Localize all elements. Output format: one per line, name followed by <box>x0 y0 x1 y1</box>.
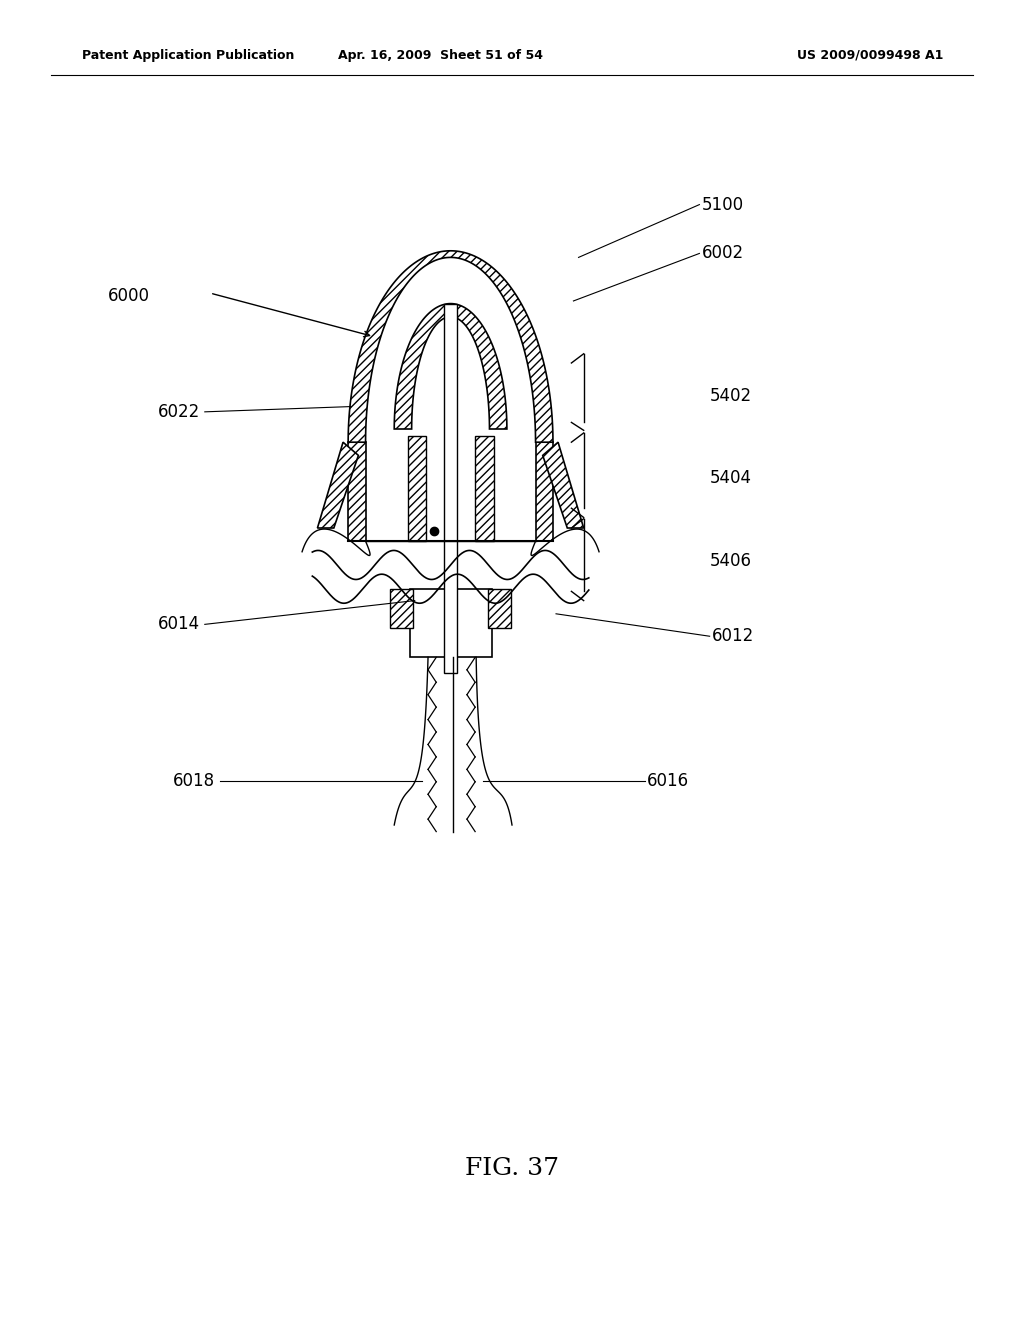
Text: 6016: 6016 <box>647 772 689 791</box>
Text: 6000: 6000 <box>108 286 150 305</box>
Polygon shape <box>348 251 553 442</box>
Text: US 2009/0099498 A1: US 2009/0099498 A1 <box>798 49 943 62</box>
Bar <box>410 589 492 657</box>
Bar <box>390 589 413 628</box>
Bar <box>444 304 457 673</box>
Polygon shape <box>394 304 507 429</box>
Polygon shape <box>543 442 584 528</box>
Text: 5406: 5406 <box>710 552 752 570</box>
Text: 5402: 5402 <box>710 387 752 405</box>
Text: 6014: 6014 <box>158 615 200 634</box>
Bar <box>408 436 426 541</box>
Bar <box>536 442 553 541</box>
Bar <box>475 436 494 541</box>
Bar <box>348 442 366 541</box>
Polygon shape <box>317 442 358 528</box>
Text: 6002: 6002 <box>701 244 743 263</box>
Text: 5404: 5404 <box>710 469 752 487</box>
Text: FIG. 37: FIG. 37 <box>465 1156 559 1180</box>
Text: 6012: 6012 <box>712 627 754 645</box>
Text: 6018: 6018 <box>173 772 215 791</box>
Text: Apr. 16, 2009  Sheet 51 of 54: Apr. 16, 2009 Sheet 51 of 54 <box>338 49 543 62</box>
Bar <box>488 589 511 628</box>
Text: 6022: 6022 <box>158 403 200 421</box>
Text: Patent Application Publication: Patent Application Publication <box>82 49 294 62</box>
Text: 5100: 5100 <box>701 195 743 214</box>
